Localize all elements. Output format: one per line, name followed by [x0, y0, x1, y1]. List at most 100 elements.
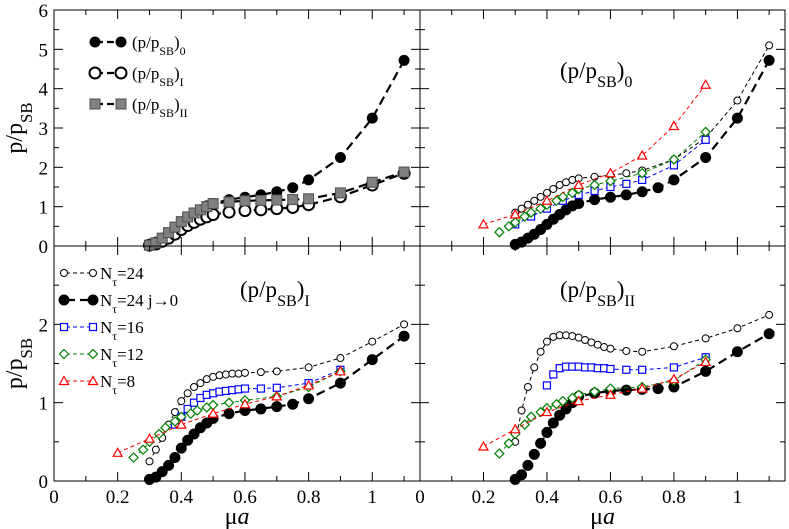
marker-filled-circle	[223, 408, 235, 420]
x-tick-label: 0	[49, 487, 59, 508]
marker-open-square	[240, 384, 250, 393]
marker-open-triangle	[87, 375, 99, 386]
marker-filled-circle	[303, 393, 315, 405]
marker-open-square	[189, 398, 199, 407]
series-line	[133, 370, 341, 458]
marker-open-diamond	[509, 217, 521, 228]
marker-open-triangle	[700, 79, 712, 89]
marker-filled-circle	[763, 328, 775, 340]
legend: (p/pSB)0(p/pSB)I(p/pSB)II	[88, 33, 188, 120]
marker-filled-square	[207, 198, 219, 210]
legend-label: Nτ=24	[100, 264, 144, 289]
marker-open-circle	[238, 204, 252, 218]
y-tick-label: 2	[39, 158, 49, 179]
legend-label-a: (p/p	[132, 64, 159, 83]
series-line	[483, 84, 707, 225]
marker-filled-circle	[169, 452, 181, 463]
panel-top-right: (p/pSB)0	[419, 9, 786, 250]
marker-open-circle	[669, 342, 678, 351]
marker-filled-square	[334, 187, 346, 199]
marker-open-diamond	[551, 195, 562, 207]
marker-open-circle	[151, 445, 160, 454]
series-1	[143, 330, 410, 485]
marker-open-triangle	[509, 423, 521, 434]
marker-open-triangle	[541, 195, 553, 205]
panel-title-a: (p/p	[560, 277, 597, 302]
panel-title-idx: 0	[624, 74, 632, 91]
legend-label-idx: II	[180, 106, 188, 120]
marker-open-circle	[622, 169, 631, 178]
marker-open-diamond	[589, 179, 600, 191]
marker-open-diamond	[668, 154, 680, 165]
y-tick-label: 4	[39, 80, 49, 101]
marker-open-diamond	[503, 438, 515, 449]
series-2	[542, 353, 710, 390]
marker-open-triangle	[303, 379, 315, 390]
marker-filled-circle	[334, 377, 346, 389]
marker-open-square	[606, 364, 615, 374]
marker-open-triangle	[668, 373, 680, 384]
marker-filled-circle	[287, 398, 299, 410]
marker-open-triangle	[573, 179, 585, 190]
marker-open-triangle	[112, 447, 124, 457]
marker-open-triangle	[58, 375, 70, 386]
marker-filled-circle	[366, 354, 378, 366]
x-tick-label: 0	[415, 487, 425, 508]
panel-title-idx: I	[304, 293, 309, 310]
legend-label-a: (p/p	[132, 95, 159, 114]
marker-open-triangle	[509, 208, 521, 219]
marker-open-circle	[701, 334, 710, 343]
legend-label: Nτ=24 j→0	[100, 291, 178, 316]
marker-open-diamond	[128, 452, 139, 463]
marker-filled-circle	[303, 174, 315, 186]
x-axis-label: μa	[590, 504, 615, 529]
marker-open-circle	[622, 346, 631, 355]
marker-open-circle	[183, 389, 192, 398]
marker-open-circle	[549, 184, 558, 193]
legend-label-sb: SB	[159, 106, 174, 120]
marker-open-circle	[765, 41, 774, 50]
marker-filled-circle	[652, 383, 664, 395]
legend-label-sb: SB	[159, 75, 174, 89]
y-tick-label: 3	[39, 119, 49, 140]
x-tick-label: 1	[368, 487, 378, 508]
marker-open-circle	[170, 408, 179, 417]
marker-filled-square	[303, 193, 315, 205]
legend-label-n: N	[100, 318, 112, 337]
marker-open-diamond	[87, 348, 99, 360]
panel-title-paren: )	[617, 58, 625, 83]
legend-label-rest: =12	[117, 345, 144, 364]
marker-open-diamond	[137, 444, 149, 456]
marker-open-circle	[517, 406, 526, 415]
marker-open-circle	[530, 196, 539, 205]
marker-filled-circle	[87, 294, 99, 306]
x-axis-label-a: a	[603, 504, 615, 529]
series-2	[143, 166, 410, 251]
y-axis-label-main: p/p	[2, 358, 28, 389]
marker-open-circle	[88, 66, 102, 80]
panel-title-sb: SB	[597, 293, 617, 310]
marker-open-triangle	[636, 149, 648, 160]
marker-open-triangle	[668, 120, 680, 131]
series-4	[477, 356, 712, 451]
y-tick-label: 2	[39, 315, 49, 336]
marker-filled-circle	[541, 426, 553, 438]
marker-open-circle	[638, 347, 647, 356]
series-3	[493, 126, 712, 238]
marker-filled-circle	[287, 182, 299, 194]
marker-open-circle	[60, 269, 68, 277]
legend-label-paren: )	[174, 95, 180, 114]
marker-open-circle	[523, 200, 532, 209]
series-4	[112, 365, 346, 457]
marker-open-diamond	[493, 448, 505, 459]
marker-open-circle	[517, 204, 526, 213]
marker-open-triangle	[604, 389, 616, 399]
marker-open-circle	[240, 368, 249, 377]
marker-open-circle	[222, 205, 236, 219]
marker-filled-square	[89, 98, 101, 110]
legend-label-rest: =24	[117, 264, 144, 283]
y-tick-label: 6	[39, 1, 49, 22]
marker-filled-circle	[366, 112, 378, 124]
x-tick-label: 0.4	[535, 487, 559, 508]
marker-open-circle	[542, 337, 551, 346]
